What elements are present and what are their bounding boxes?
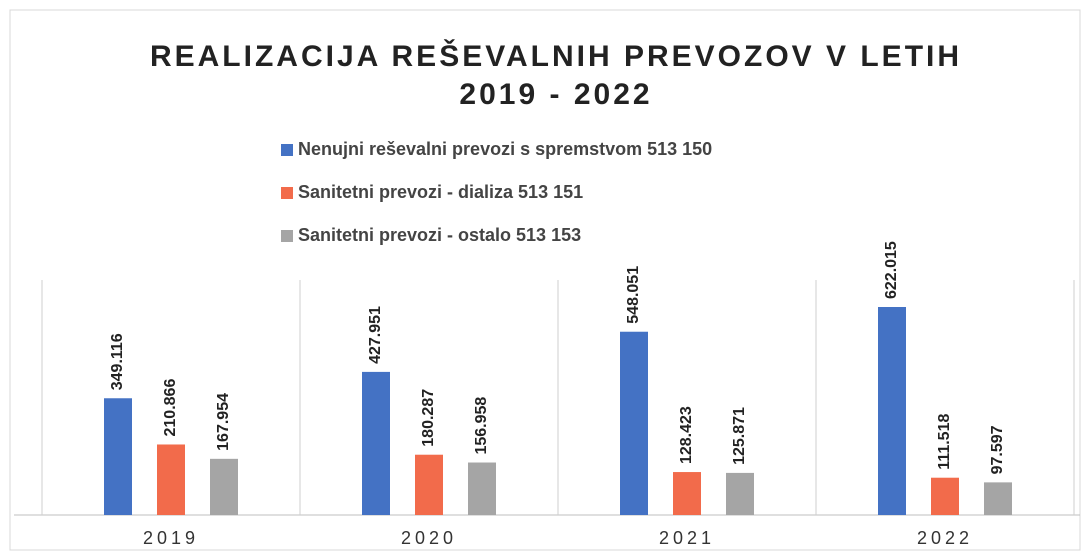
bar: [726, 472, 754, 515]
data-label: 125.871: [731, 407, 748, 465]
x-tick-label: 2022: [917, 528, 973, 548]
x-tick-label: 2019: [143, 528, 199, 548]
x-tick-label: 2020: [401, 528, 457, 548]
bar: [931, 477, 959, 515]
bar: [620, 331, 648, 515]
bar: [878, 307, 906, 515]
bar: [104, 398, 132, 515]
data-label: 97.597: [989, 425, 1006, 474]
data-label: 210.866: [162, 379, 179, 437]
data-label: 167.954: [215, 393, 232, 451]
chart-border: [9, 9, 1081, 551]
data-label: 548.051: [625, 266, 642, 324]
data-label: 111.518: [936, 414, 953, 470]
data-label: 622.015: [883, 241, 900, 299]
chart-title: REALIZACIJA REŠEVALNIH PREVOZOV V LETIH: [150, 39, 962, 73]
bar: [210, 458, 238, 515]
bar: [157, 444, 185, 515]
legend-label: Nenujni reševalni prevozi s spremstvom 5…: [298, 139, 712, 159]
bar: [362, 371, 390, 515]
bar: [468, 462, 496, 515]
legend-swatch: [281, 187, 293, 199]
data-label: 427.951: [367, 306, 384, 364]
data-label: 128.423: [678, 406, 695, 464]
legend-swatch: [281, 144, 293, 156]
legend-label: Sanitetni prevozi - ostalo 513 153: [298, 225, 581, 245]
legend-swatch: [281, 230, 293, 242]
data-label: 180.287: [420, 389, 437, 447]
bar: [415, 454, 443, 515]
data-label: 156.958: [473, 397, 490, 455]
chart-title: 2019 - 2022: [459, 78, 652, 111]
x-tick-label: 2021: [659, 528, 715, 548]
bar: [673, 472, 701, 515]
bar: [984, 482, 1012, 515]
data-label: 349.116: [109, 333, 126, 390]
legend-label: Sanitetni prevozi - dializa 513 151: [298, 182, 583, 202]
